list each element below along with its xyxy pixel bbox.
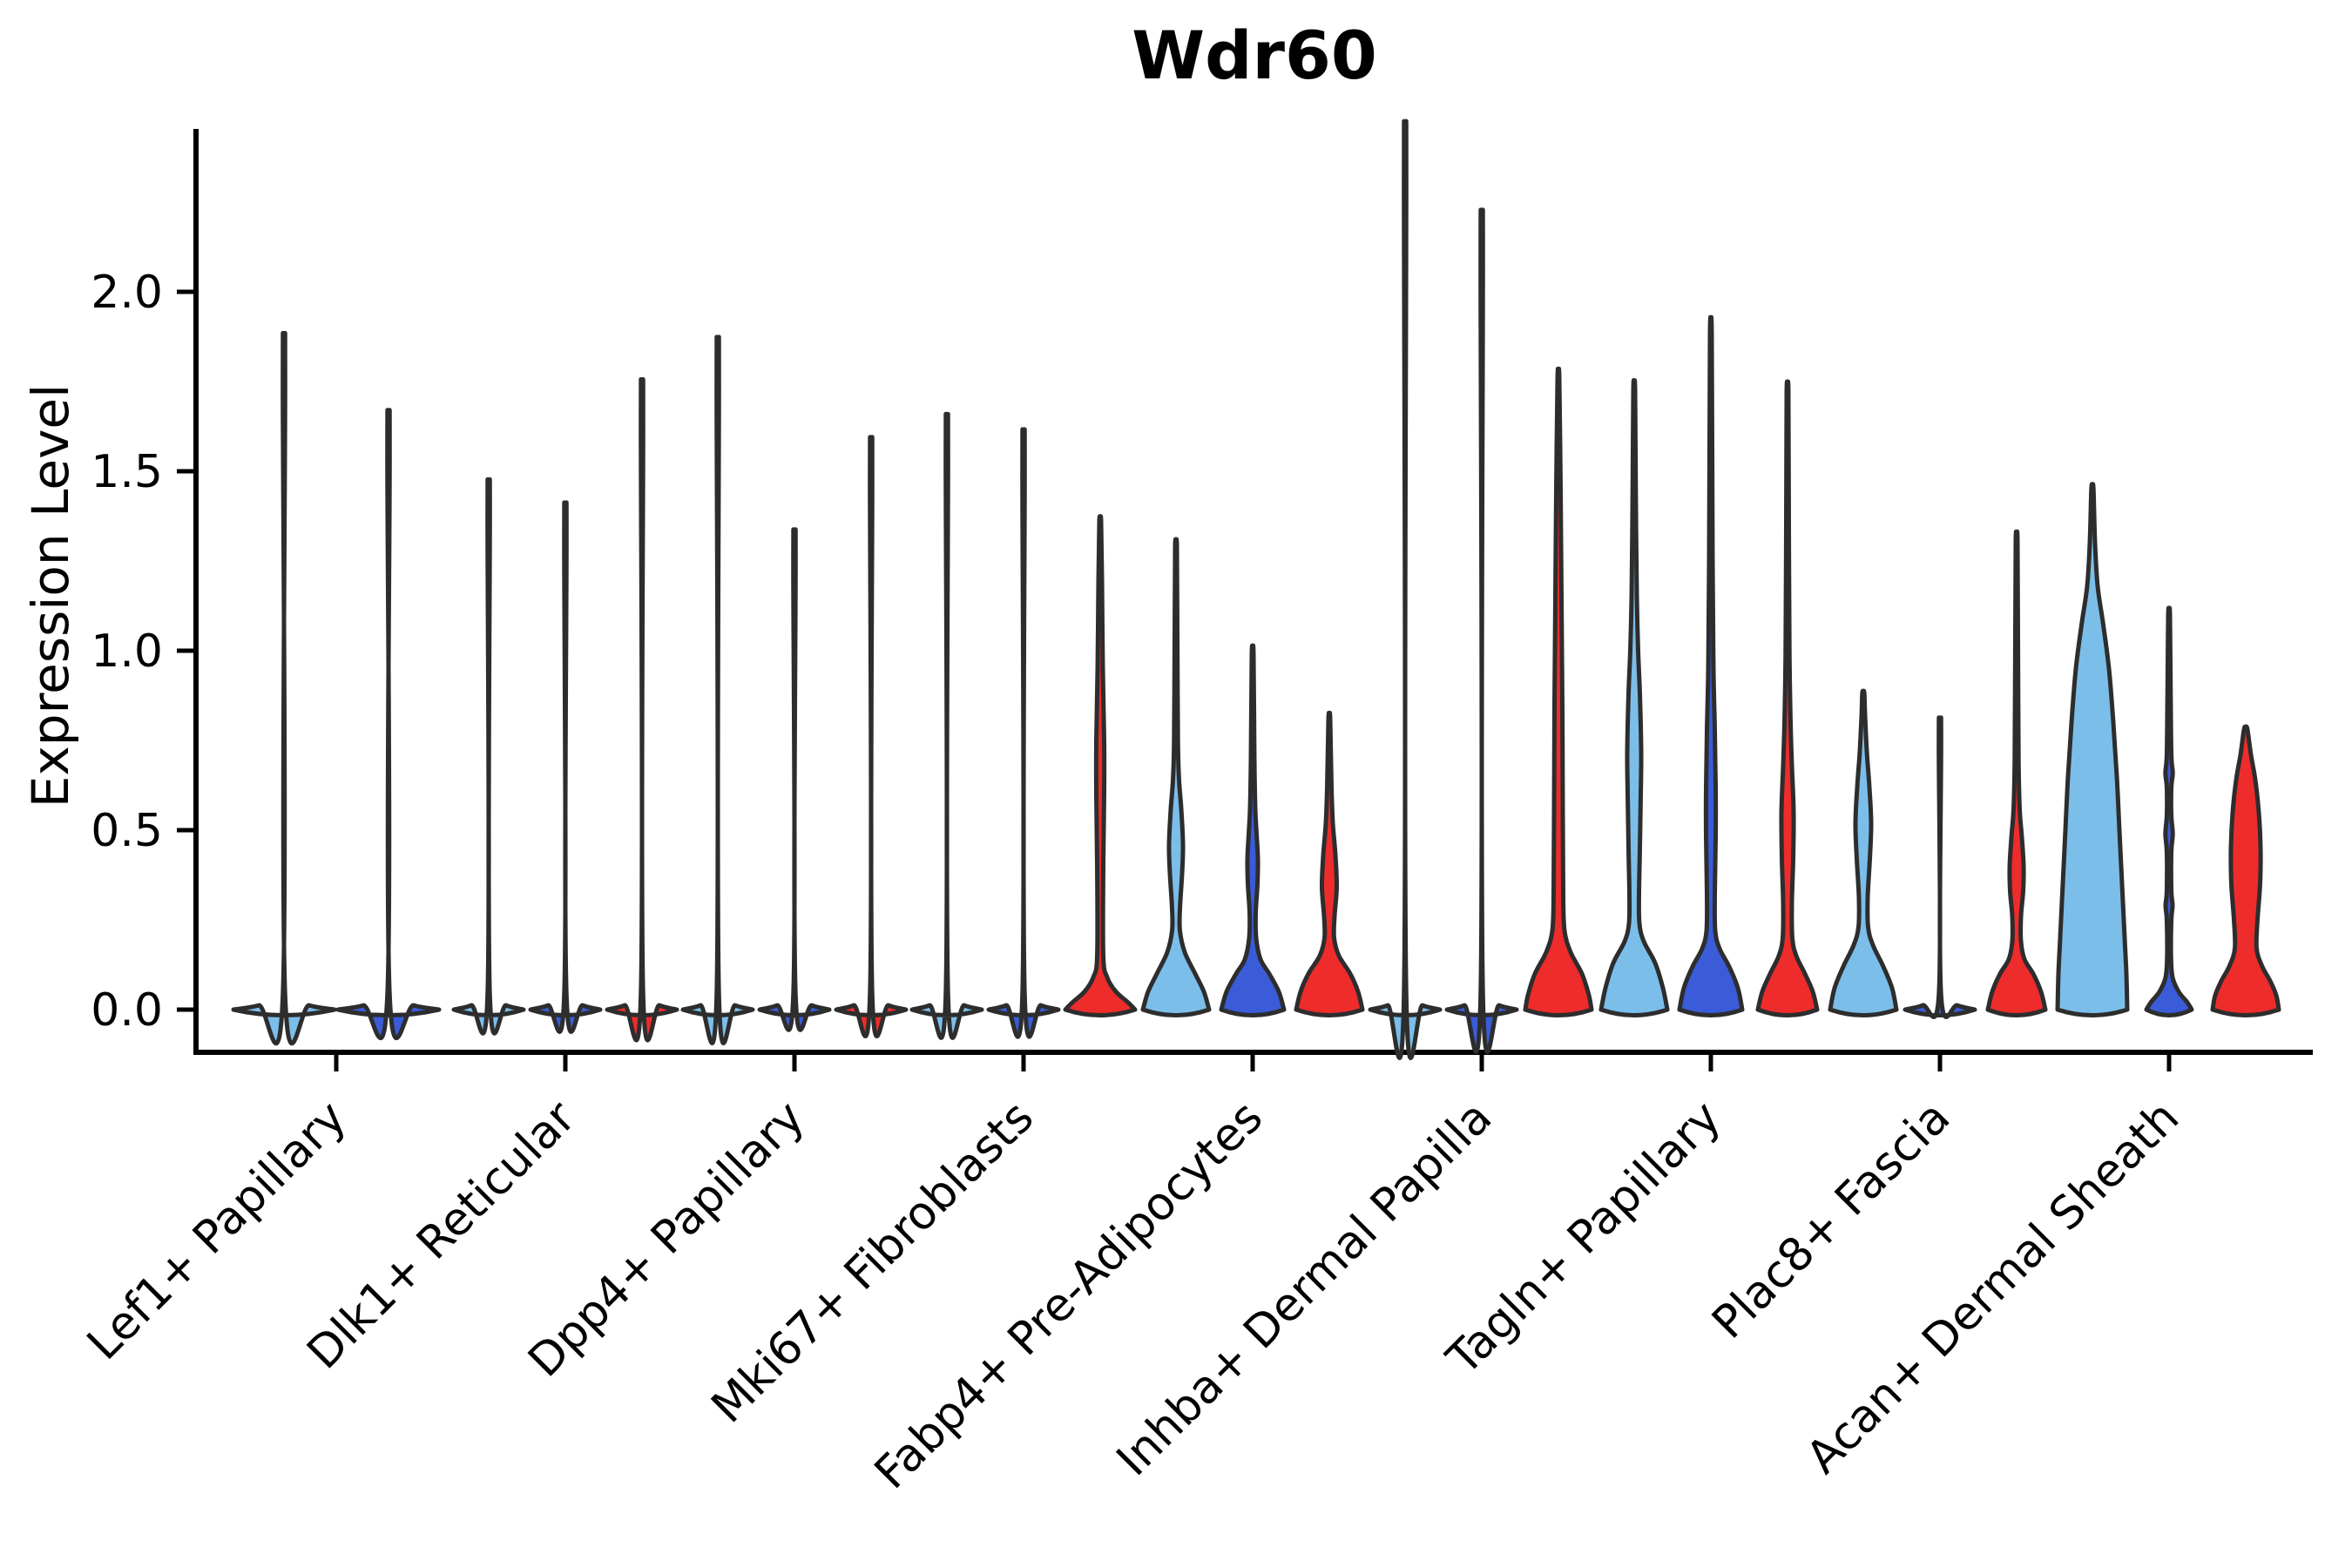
y-tick-label: 0.0 [91, 984, 163, 1037]
violin-series-3 [1985, 529, 2048, 1017]
violin-series-2 [757, 527, 832, 1032]
violin-series-2 [1677, 314, 1745, 1017]
violin-series-2 [1219, 643, 1287, 1017]
violin-series-1 [680, 335, 755, 1045]
violin-series-3 [605, 377, 679, 1043]
x-tick-label: Plac8+ Fascia [1702, 1092, 1960, 1349]
x-tick-label: Acan+ Dermal Sheath [1797, 1092, 2190, 1484]
violin-series-3 [1063, 514, 1138, 1017]
x-tick-label: Inhba+ Dermal Papilla [1107, 1092, 1502, 1486]
violin-series-2 [1903, 715, 1977, 1019]
violin-series-3 [1755, 379, 1820, 1017]
violin-series-1 [2055, 482, 2130, 1017]
violin-series-2 [335, 408, 442, 1041]
violin-series-1 [1140, 537, 1212, 1017]
violin-series-2 [1444, 207, 1519, 1054]
violin-series-1 [1828, 688, 1899, 1017]
violin-series-3 [2210, 724, 2281, 1017]
chart-title: Wdr60 [1132, 17, 1377, 94]
violin-series-1 [1368, 118, 1443, 1060]
violin-series-3 [1523, 366, 1594, 1017]
violin-series-1 [451, 477, 526, 1036]
y-tick-label: 1.0 [91, 625, 163, 678]
x-tick-label: Fabp4+ Pre-Adipocytes [865, 1092, 1273, 1499]
violin-series-1 [231, 330, 337, 1046]
violin-series-3 [1294, 710, 1365, 1017]
violin-series-2 [528, 500, 603, 1034]
y-tick-label: 2.0 [91, 267, 163, 319]
violin-series-1 [1598, 378, 1670, 1017]
violin-series-2 [2144, 605, 2194, 1017]
violin-series-1 [909, 411, 984, 1040]
y-tick-label: 0.5 [91, 805, 163, 857]
violin-series-2 [986, 427, 1061, 1039]
violin-series-3 [834, 435, 909, 1038]
y-tick-label: 1.5 [91, 446, 163, 498]
